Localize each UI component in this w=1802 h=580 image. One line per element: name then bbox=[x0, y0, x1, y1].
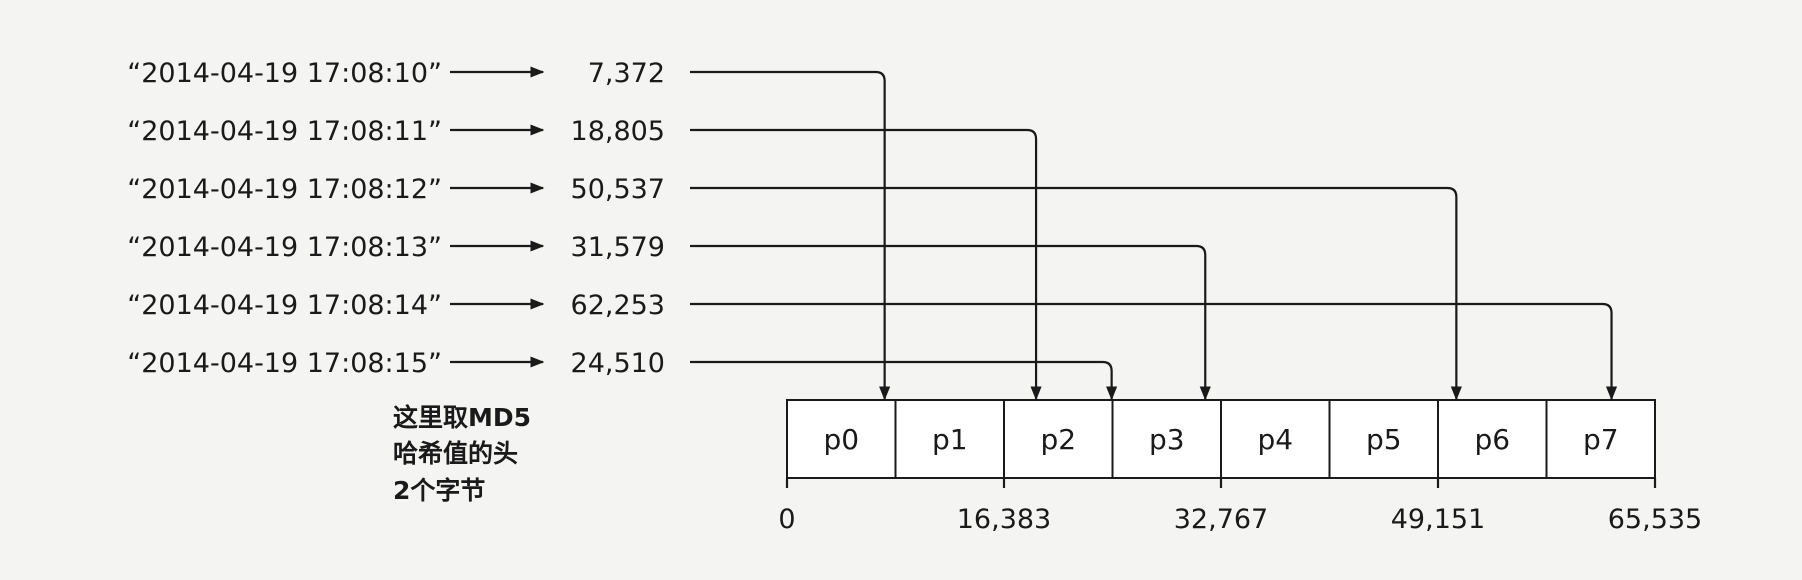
hash-value: 18,805 bbox=[571, 116, 665, 147]
row-group: “2014-04-19 17:08:10” 7,372 “2014-04-19 17… bbox=[127, 58, 665, 379]
timestamp-label: “2014-04-19 17:08:11” bbox=[127, 116, 442, 147]
tick-label: 32,767 bbox=[1174, 504, 1268, 535]
partition-label-p6: p6 bbox=[1474, 423, 1510, 456]
partition-label-p4: p4 bbox=[1257, 423, 1293, 456]
partition-cell-p4 bbox=[1220, 399, 1331, 479]
timestamp-label: “2014-04-19 17:08:12” bbox=[127, 174, 442, 205]
route-to-p0 bbox=[690, 70, 891, 401]
partition-label-p5: p5 bbox=[1366, 423, 1402, 456]
route-to-p2 bbox=[690, 360, 1118, 401]
hash-value: 7,372 bbox=[588, 58, 665, 89]
partition-cell-p6 bbox=[1437, 399, 1548, 479]
route-group bbox=[690, 70, 1618, 401]
timestamp-label: “2014-04-19 17:08:14” bbox=[127, 290, 442, 321]
note-line-1: 这里取MD5 bbox=[393, 403, 531, 432]
route-to-p3 bbox=[690, 244, 1211, 401]
partition-cell-p0 bbox=[786, 399, 897, 479]
route-to-p6 bbox=[690, 186, 1462, 401]
partition-cell-p3 bbox=[1111, 399, 1222, 479]
partition-cell-p5 bbox=[1328, 399, 1439, 479]
tick-label: 65,535 bbox=[1608, 504, 1702, 535]
tick-label: 49,151 bbox=[1391, 504, 1485, 535]
timestamp-label: “2014-04-19 17:08:13” bbox=[127, 232, 442, 263]
partition-label-p2: p2 bbox=[1040, 423, 1076, 456]
route-to-p7 bbox=[690, 302, 1618, 401]
hash-value: 50,537 bbox=[571, 174, 665, 205]
route-to-p2 bbox=[690, 128, 1042, 401]
timestamp-label: “2014-04-19 17:08:15” bbox=[127, 348, 442, 379]
partition-cell-p7 bbox=[1545, 399, 1656, 479]
hash-value: 31,579 bbox=[571, 232, 665, 263]
tick-group: 0 16,383 32,767 49,151 65,535 bbox=[778, 478, 1702, 535]
partition-label-p3: p3 bbox=[1149, 423, 1185, 456]
note-line-3: 2个字节 bbox=[393, 476, 485, 505]
tick-label: 16,383 bbox=[957, 504, 1051, 535]
partition-label-p0: p0 bbox=[823, 423, 859, 456]
hash-value: 62,253 bbox=[571, 290, 665, 321]
partition-label-p1: p1 bbox=[932, 423, 968, 456]
timestamp-label: “2014-04-19 17:08:10” bbox=[127, 58, 442, 89]
note-line-2: 哈希值的头 bbox=[393, 439, 518, 468]
partition-label-p7: p7 bbox=[1583, 423, 1619, 456]
tick-label: 0 bbox=[778, 504, 795, 535]
partition-bar: p0 p1 p2 p3 p4 p5 p6 p7 bbox=[786, 399, 1656, 479]
hash-value: 24,510 bbox=[571, 348, 665, 379]
